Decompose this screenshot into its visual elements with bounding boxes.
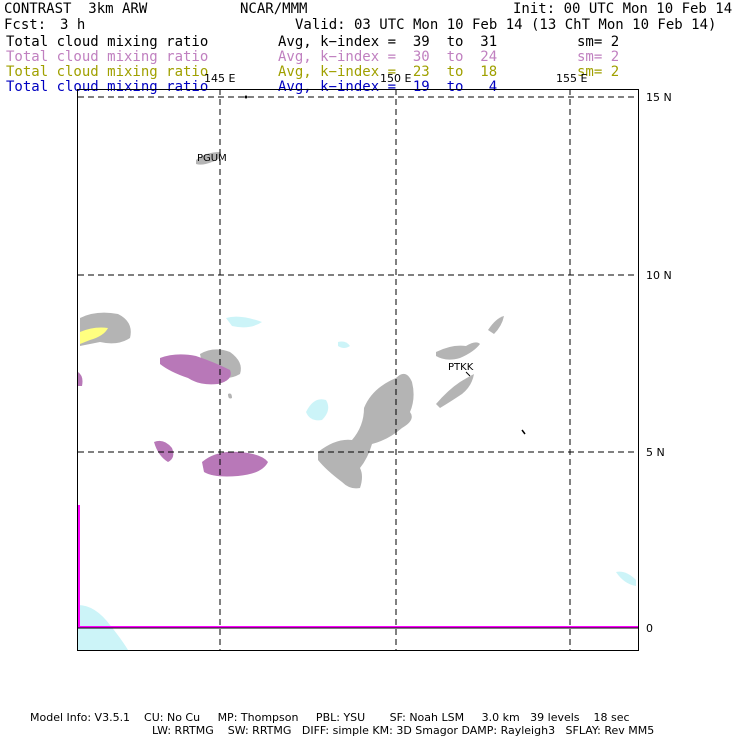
organization: NCAR/MMM — [240, 1, 308, 17]
map-dot — [521, 429, 526, 435]
legend-avg-4: Avg, k−index = 19 to 4 — [278, 79, 498, 95]
forecast-label: Fcst: — [4, 17, 47, 33]
lat-label-0: 0 — [646, 622, 653, 635]
init-time: Init: 00 UTC Mon 10 Feb 14 — [513, 1, 733, 17]
lat-lon-grid — [78, 89, 638, 650]
station-ptkk: PTKK — [448, 362, 474, 373]
low-cloud-layer — [80, 152, 504, 489]
legend-avg-1: Avg, k−index = 39 to 31 — [278, 34, 498, 50]
model-title: CONTRAST 3km ARW — [4, 1, 148, 17]
legend-sm-2: sm= 2 — [577, 49, 620, 65]
map-dot — [244, 95, 248, 99]
lat-label-10n: 10 N — [646, 269, 672, 282]
mid-cloud-layer — [78, 354, 268, 477]
legend-avg-3: Avg, k−index = 23 to 18 — [278, 64, 498, 80]
map-frame — [77, 89, 639, 651]
lat-label-15n: 15 N — [646, 91, 672, 104]
legend-sm-3: sm= 2 — [577, 64, 620, 80]
high-cloud-patch — [80, 327, 108, 344]
legend-field-3: Total cloud mixing ratio — [6, 64, 209, 80]
lon-label-150: 150 E — [380, 72, 411, 85]
station-pgum: PGUM — [197, 153, 227, 164]
valid-time: Valid: 03 UTC Mon 10 Feb 14 (13 ChT Mon … — [295, 17, 717, 33]
model-info-line-2: LW: RRTMG SW: RRTMG DIFF: simple KM: 3D … — [152, 724, 655, 737]
model-info-line-1: Model Info: V3.5.1 CU: No Cu MP: Thompso… — [30, 711, 630, 724]
domain-boundary — [78, 505, 638, 628]
lon-label-155: 155 E — [556, 72, 587, 85]
forecast-hour: 3 h — [60, 17, 86, 33]
lon-label-145: 145 E — [204, 72, 235, 85]
lat-label-5n: 5 N — [646, 446, 665, 459]
legend-avg-2: Avg, k−index = 30 to 24 — [278, 49, 498, 65]
legend-field-1: Total cloud mixing ratio — [6, 34, 209, 50]
legend-sm-1: sm= 2 — [577, 34, 620, 50]
ptkk-tick — [465, 371, 471, 377]
legend-field-2: Total cloud mixing ratio — [6, 49, 209, 65]
legend-field-4: Total cloud mixing ratio — [6, 79, 209, 95]
